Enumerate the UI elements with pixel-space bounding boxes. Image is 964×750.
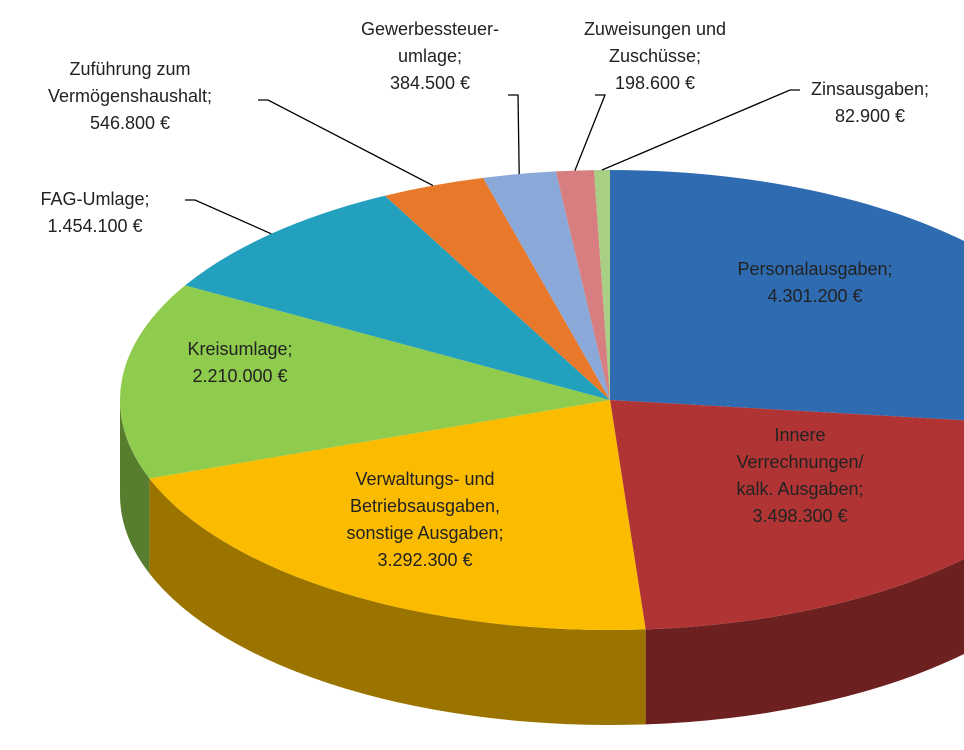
leader-line xyxy=(508,94,520,174)
slice-category: Kreisumlage; xyxy=(187,339,292,359)
leader-line xyxy=(574,94,606,171)
slice-category: Innere Verrechnungen/kalk. Ausgaben; xyxy=(736,425,863,499)
leader-line xyxy=(185,199,272,235)
slice xyxy=(119,285,610,479)
slice xyxy=(483,171,610,400)
slice-category: Verwaltungs- und Betriebsausgaben, sonstig… xyxy=(346,469,503,543)
slice xyxy=(594,170,610,400)
slice-category: Personalausgaben; xyxy=(737,259,892,279)
slice-value-label: 546.800 € xyxy=(90,113,170,133)
slice-value-label: 3.498.300 € xyxy=(752,506,847,526)
slice-value-label: 3.292.300 € xyxy=(377,550,472,570)
slice-value-label: 384.500 € xyxy=(390,73,470,93)
slice-value-label: 1.454.100 € xyxy=(47,216,142,236)
slice xyxy=(610,170,964,421)
slice xyxy=(149,400,646,630)
slice-value-label: 82.900 € xyxy=(835,106,905,126)
slice xyxy=(185,195,610,400)
slice-category: FAG-Umlage; xyxy=(40,189,149,209)
slice-value-label: 4.301.200 € xyxy=(767,286,862,306)
slice-value-label: 2.210.000 € xyxy=(192,366,287,386)
slice xyxy=(384,177,610,400)
slice xyxy=(555,170,610,400)
slice-category: Zinsausgaben; xyxy=(811,79,929,99)
leader-line xyxy=(258,99,434,187)
slice-side xyxy=(149,478,646,725)
slice-category: Zuführung zum Vermögenshaushalt; xyxy=(48,59,212,106)
slice xyxy=(610,400,964,630)
slice-value-label: 198.600 € xyxy=(615,73,695,93)
slice-category: Gewerbessteuer-umlage; xyxy=(361,19,499,66)
slice-side xyxy=(120,400,150,574)
slice-category: Zuweisungen und Zuschüsse; xyxy=(584,19,726,66)
slice-side xyxy=(645,558,964,725)
leader-line xyxy=(601,89,800,171)
